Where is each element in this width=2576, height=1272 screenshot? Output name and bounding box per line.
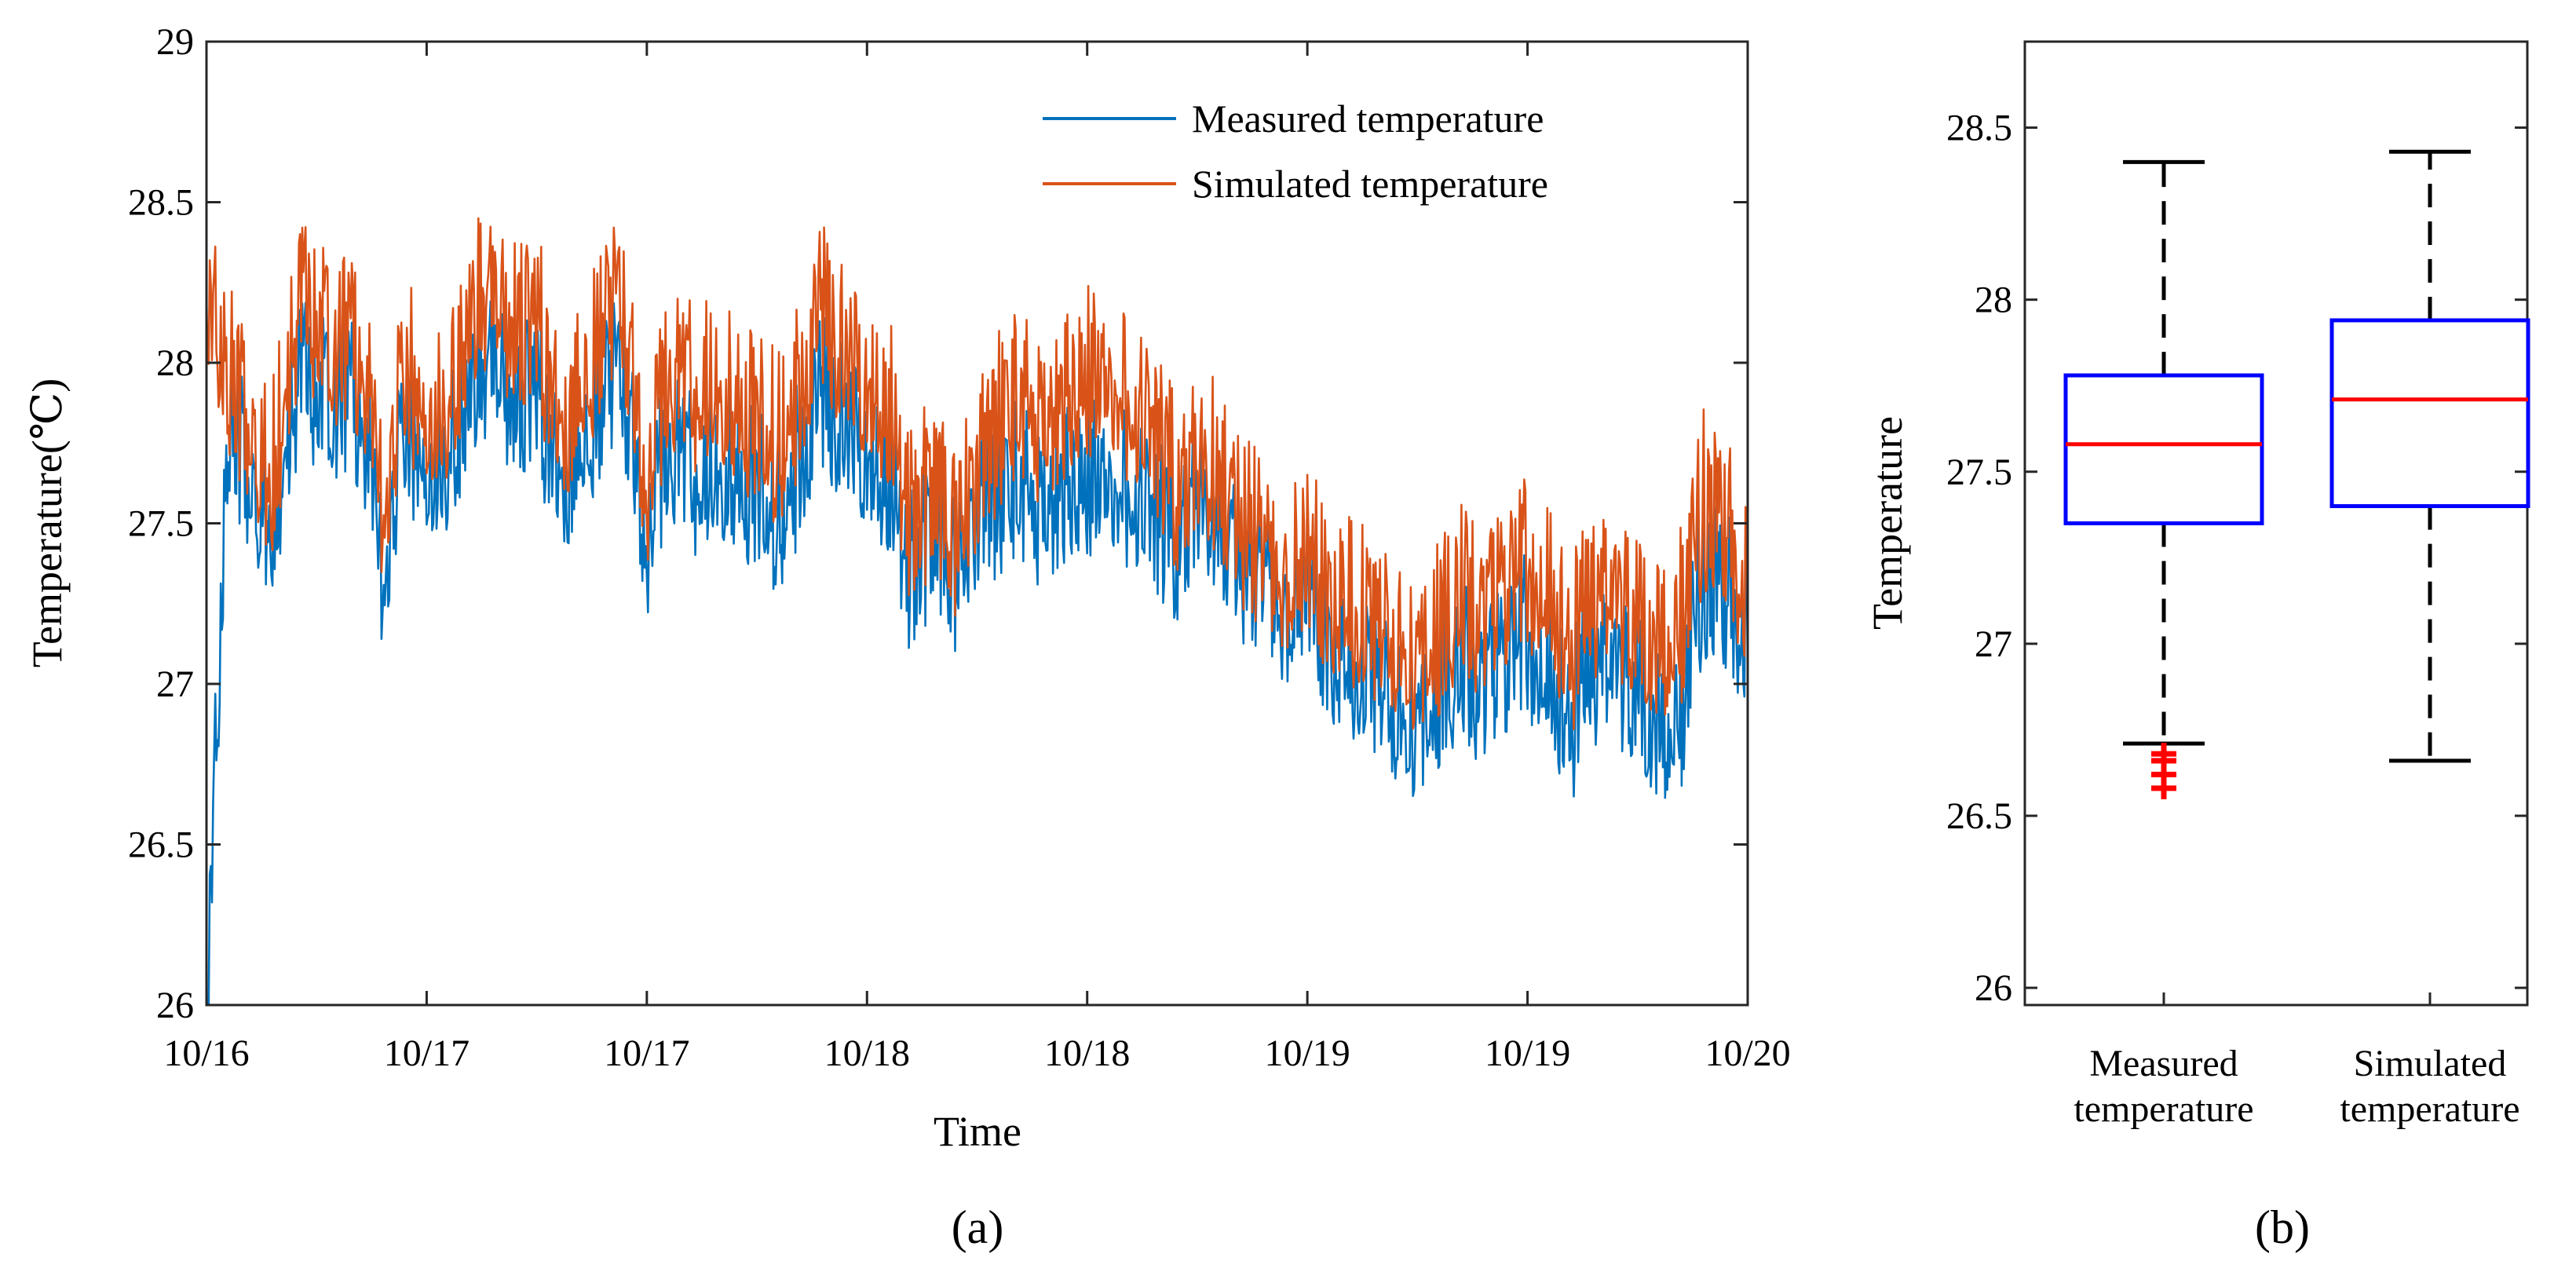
box-y-axis-ticks: 26 26.5 27 27.5 28 28.5 [1946,108,2527,1009]
y-tick-label: 27 [156,663,194,705]
iqr-box [2329,318,2530,509]
x-tick-label: 10/17 [604,1033,689,1074]
x-tick-label: 10/19 [1264,1033,1350,1074]
x-tick-label: 10/19 [1485,1033,1570,1074]
y-tick-label: 28 [156,342,194,384]
box-y-tick-label: 27 [1975,623,2012,665]
x-tick-label: 10/17 [384,1033,470,1074]
caption-a: (a) [952,1201,1004,1253]
box-simulated [2329,149,2530,1005]
x-axis-label: Time [934,1108,1021,1155]
y-tick-label: 27.5 [128,503,194,545]
box-plot-frame [2023,40,2529,1007]
x-tick-label: 10/16 [163,1033,249,1074]
x-tick-label: 10/20 [1705,1033,1790,1074]
legend: Measured temperature Simulated temperatu… [1043,97,1548,206]
box-category-label: temperature [2340,1088,2519,1130]
box-y-tick-label: 28 [1975,280,2012,321]
box-measured [2063,159,2264,1005]
y-tick-label: 26.5 [128,824,194,866]
box-category-label: Simulated [2354,1043,2507,1084]
outlier-marker [2151,777,2176,799]
box-y-tick-label: 28.5 [1946,108,2012,149]
iqr-box [2063,373,2264,526]
line-series-group [206,217,1748,1005]
x-tick-label: 10/18 [824,1033,910,1074]
box-category-label: Measured [2089,1043,2238,1084]
box-y-axis-label: Temperature [1864,416,1911,630]
y-tick-label: 29 [156,21,194,63]
y-tick-label: 26 [156,985,194,1026]
box-y-tick-label: 27.5 [1946,451,2012,493]
x-tick-label: 10/18 [1044,1033,1130,1074]
x-axis-ticks: 10/16 10/17 10/17 10/18 10/18 10/19 10/19 10/20 [163,42,1791,1074]
caption-b: (b) [2255,1201,2310,1253]
box-y-tick-label: 26.5 [1946,795,2012,837]
y-axis-label: Temperature(℃) [24,378,71,667]
legend-label-measured: Measured temperature [1192,97,1544,141]
box-category-label: temperature [2074,1088,2253,1130]
legend-label-simulated: Simulated temperature [1192,162,1548,206]
line-series-simulated [206,217,1748,730]
y-tick-label: 28.5 [128,182,194,224]
boxes-group [2063,149,2530,1005]
box-y-tick-label: 26 [1975,967,2012,1009]
y-axis-ticks: 26 26.5 27 27.5 28 28.5 29 [128,21,1748,1026]
